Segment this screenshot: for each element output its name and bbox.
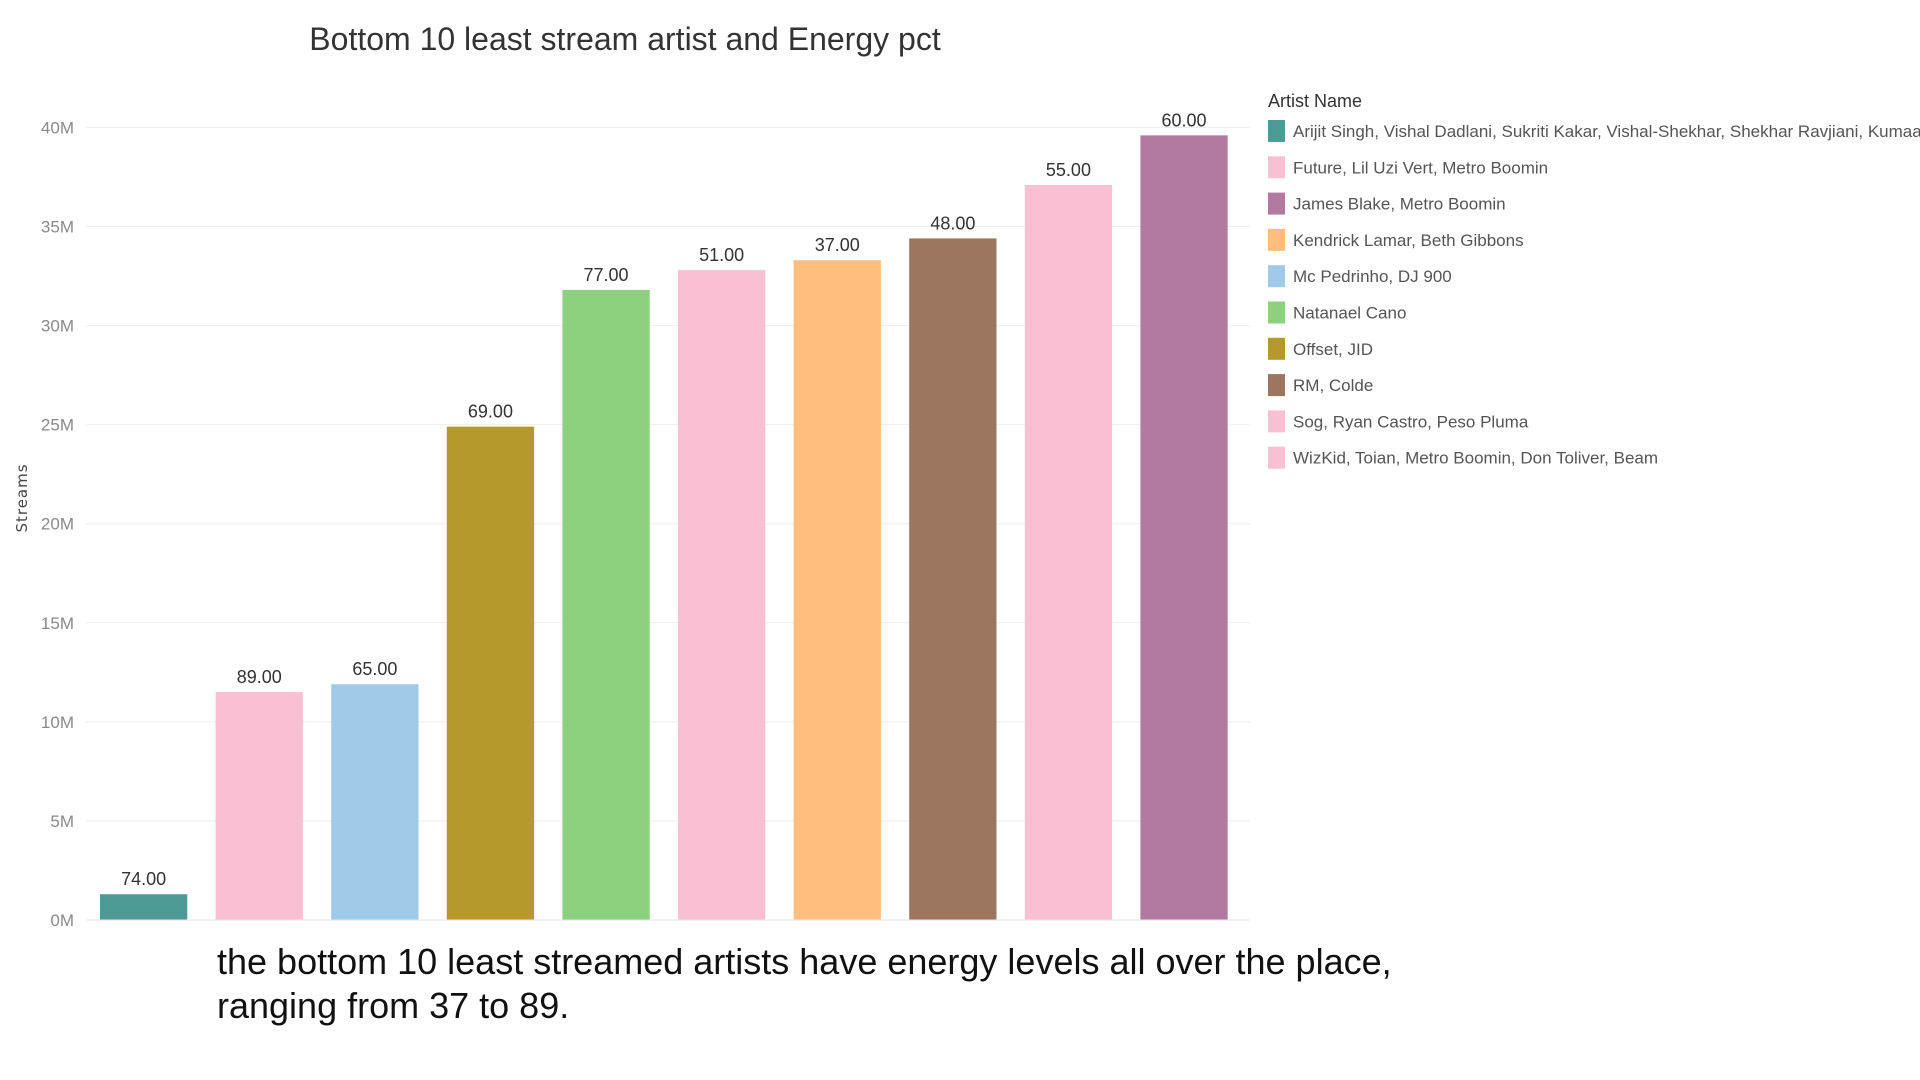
y-tick-label: 25M (41, 416, 74, 435)
legend-item: Kendrick Lamar, Beth Gibbons (1293, 231, 1524, 250)
legend-item: Future, Lil Uzi Vert, Metro Boomin (1293, 158, 1548, 177)
data-labels: 74.00 89.00 65.00 69.00 77.00 51.00 37.00 48.00… (121, 110, 1206, 889)
legend-title: Artist Name (1268, 91, 1362, 111)
legend-swatch (1268, 337, 1285, 360)
legend-item: Offset, JID (1293, 340, 1373, 359)
y-tick-label: 15M (41, 614, 74, 633)
data-label: 55.00 (1046, 160, 1091, 180)
data-label: 37.00 (815, 235, 860, 255)
legend-item: RM, Colde (1293, 376, 1373, 395)
legend-item: Arijit Singh, Vishal Dadlani, Sukriti Ka… (1293, 122, 1920, 141)
data-label: 77.00 (584, 265, 629, 285)
data-label: 60.00 (1162, 110, 1207, 130)
legend-item: Natanael Cano (1293, 304, 1406, 323)
legend-swatch (1268, 156, 1285, 179)
legend-swatch (1268, 192, 1285, 215)
bar (1140, 135, 1228, 921)
chart-title: Bottom 10 least stream artist and Energy… (309, 21, 941, 57)
legend-swatch (1268, 228, 1285, 251)
y-tick-label: 5M (50, 812, 74, 831)
legend-swatch (1268, 301, 1285, 324)
caption-line-2: ranging from 37 to 89. (217, 985, 570, 1026)
legend-item: Mc Pedrinho, DJ 900 (1293, 267, 1452, 286)
legend-swatch (1268, 265, 1285, 288)
y-tick-label: 35M (41, 218, 74, 237)
bar (562, 289, 650, 921)
bar (100, 894, 188, 920)
data-label: 89.00 (237, 667, 282, 687)
bar (793, 260, 881, 921)
y-tick-label: 0M (50, 911, 74, 930)
bar (446, 426, 535, 920)
bars (100, 135, 1228, 921)
y-tick-label: 40M (41, 118, 74, 137)
bar (909, 238, 997, 920)
legend-swatch (1268, 446, 1285, 469)
data-label: 65.00 (352, 659, 397, 679)
legend-swatch (1268, 120, 1285, 142)
y-tick-label: 20M (41, 515, 74, 534)
y-axis-label: Streams (13, 463, 31, 532)
data-label: 51.00 (699, 245, 744, 265)
bar (1024, 184, 1113, 920)
legend-item: WizKid, Toian, Metro Boomin, Don Toliver… (1293, 449, 1658, 468)
legend: Artist Name Arijit Singh, Vishal Dadlani… (1268, 91, 1920, 469)
data-label: 74.00 (121, 869, 166, 889)
bar (331, 684, 419, 920)
data-label: 69.00 (468, 402, 513, 422)
bar (678, 270, 766, 921)
legend-swatch (1268, 374, 1285, 397)
y-axis-ticks: 0M 5M 10M 15M 20M 25M 30M 35M 40M (41, 118, 74, 930)
y-tick-label: 30M (41, 317, 74, 336)
legend-item: Sog, Ryan Castro, Peso Pluma (1293, 412, 1529, 431)
y-tick-label: 10M (41, 713, 74, 732)
legend-item: James Blake, Metro Boomin (1293, 195, 1506, 214)
caption: the bottom 10 least streamed artists hav… (217, 940, 1517, 1028)
bar (215, 692, 303, 920)
legend-swatch (1268, 410, 1285, 433)
caption-line-1: the bottom 10 least streamed artists hav… (217, 941, 1392, 982)
data-label: 48.00 (930, 213, 975, 233)
